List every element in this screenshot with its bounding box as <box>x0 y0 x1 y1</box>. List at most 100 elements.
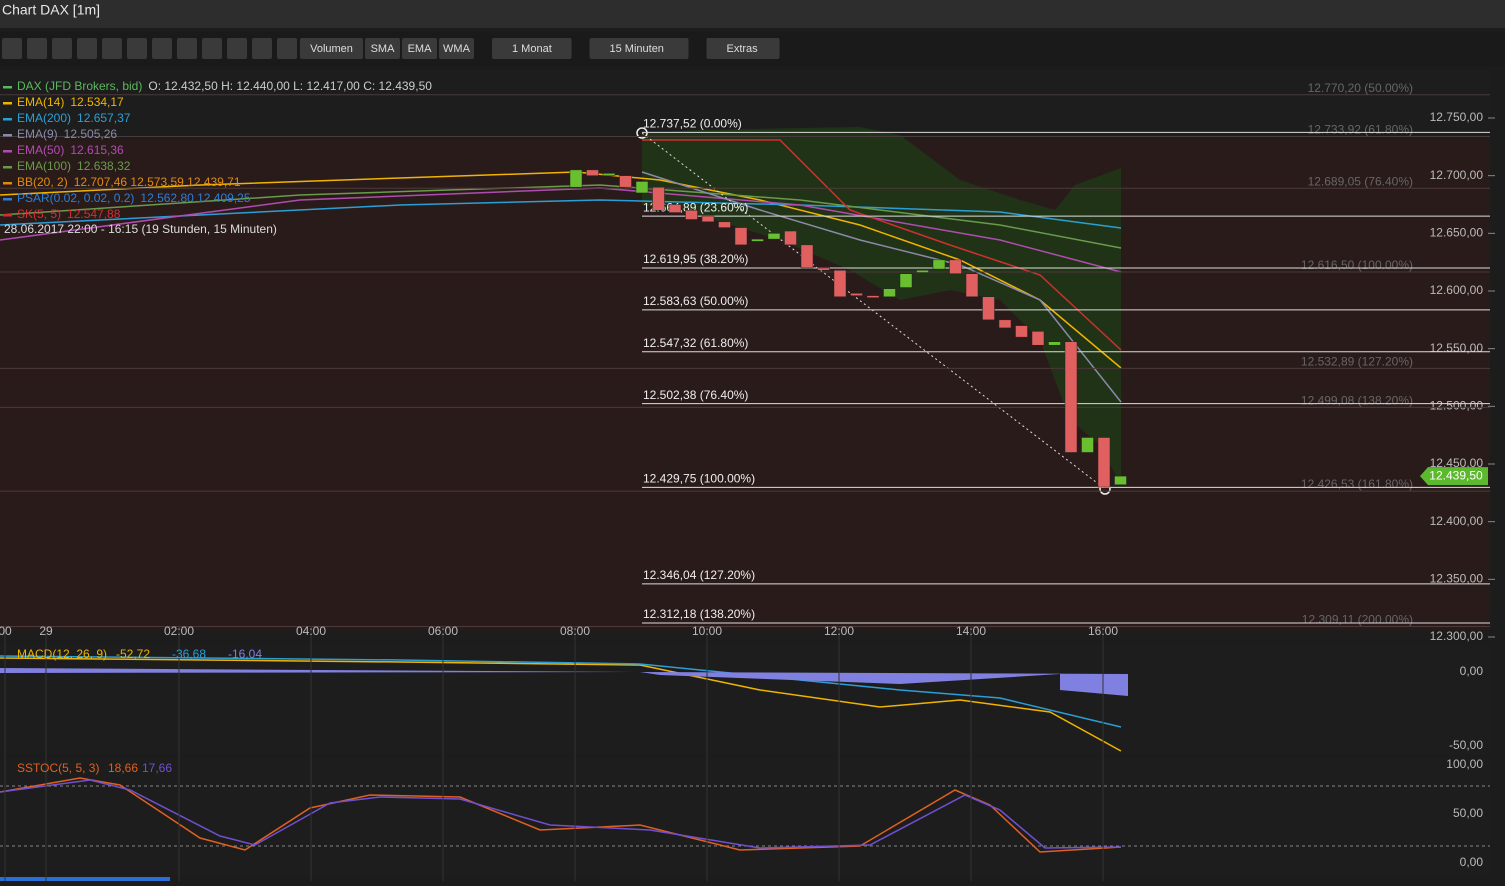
candle <box>685 210 698 220</box>
tool-icon[interactable] <box>52 38 72 59</box>
price-tick-label: 12.750,00 <box>1430 110 1484 124</box>
candle <box>899 273 913 288</box>
price-tick-label: 12.400,00 <box>1430 514 1484 528</box>
legend-name: EMA(100) <box>17 159 71 173</box>
legend-swatch <box>3 102 12 105</box>
legend-swatch <box>3 150 12 153</box>
candle <box>652 186 665 211</box>
candle <box>635 181 649 194</box>
toolbar-menu[interactable] <box>589 38 689 59</box>
fib-label: 12.547,32 (61.80%) <box>643 336 748 350</box>
candle <box>998 319 1012 329</box>
ema-50-line <box>0 187 1122 273</box>
sk-line <box>642 139 1122 351</box>
tool-icon[interactable] <box>152 38 172 59</box>
sstoc-value: 18,66 <box>108 761 138 775</box>
macd-histogram <box>0 668 1128 696</box>
macd-value: -16,04 <box>228 647 262 661</box>
fib-label: 12.619,95 (38.20%) <box>643 252 748 266</box>
tool-icon[interactable] <box>127 38 147 59</box>
candle <box>701 215 715 223</box>
toolbar-button[interactable] <box>300 38 363 59</box>
window-title: Chart DAX [1m] <box>2 2 100 18</box>
macd-name: MACD(12, 26, 9) <box>17 647 107 661</box>
toolbar-menu-label: 15 Minuten <box>610 43 664 55</box>
toolbar-button[interactable] <box>439 38 474 59</box>
candle <box>916 269 929 273</box>
toolbar-button-label: WMA <box>443 43 471 55</box>
legend-value: 12.505,26 <box>64 127 118 141</box>
fib-trend-line <box>641 132 1106 490</box>
toolbar-menu-label: Extras <box>727 43 759 55</box>
price-tick-label: 12.550,00 <box>1430 341 1484 355</box>
candle <box>1081 437 1094 453</box>
fib-anchor <box>636 127 648 139</box>
sstoc-tick-label: 50,00 <box>1453 806 1483 820</box>
fib-faint-label: 12.733,92 (61.80%) <box>1308 123 1413 137</box>
time-label: 16:00 <box>1088 624 1118 638</box>
candle <box>1048 341 1061 346</box>
toolbar-menu[interactable] <box>706 38 780 59</box>
title-bar <box>0 0 1505 28</box>
candle <box>569 169 583 188</box>
time-label: 08:00 <box>560 624 590 638</box>
tool-icon[interactable] <box>77 38 97 59</box>
macd-value: -52,72 <box>116 647 150 661</box>
sstoc-tick-label: 0,00 <box>1460 855 1484 869</box>
price-tick-label: 12.600,00 <box>1430 283 1484 297</box>
candle <box>668 204 682 213</box>
fib-faint-label: 12.770,20 (50.00%) <box>1308 81 1413 95</box>
tool-icon[interactable] <box>177 38 197 59</box>
time-label: 10:00 <box>692 624 722 638</box>
legend-name: EMA(200) <box>17 111 71 125</box>
macd-tick-label: -50,00 <box>1449 738 1483 752</box>
macd-value: -36,68 <box>172 647 206 661</box>
price-tick-label: 12.650,00 <box>1430 226 1484 240</box>
candle <box>866 295 880 298</box>
toolbar-button[interactable] <box>402 38 437 59</box>
candle <box>982 296 995 321</box>
candle <box>817 267 830 271</box>
price-tick-label: 12.500,00 <box>1430 399 1484 413</box>
candle <box>850 293 863 296</box>
candle <box>833 269 847 298</box>
tool-icon[interactable] <box>277 38 297 59</box>
legend-name: PSAR(0.02, 0.02, 0.2) <box>17 191 134 205</box>
legend-name: DAX (JFD Brokers, bid) <box>17 79 142 93</box>
fib-faint-label: 12.426,53 (161.80%) <box>1301 477 1413 491</box>
candle <box>949 259 962 274</box>
tool-icon[interactable] <box>27 38 47 59</box>
legend-name: BB(20, 2) <box>17 175 68 189</box>
candle <box>784 230 797 246</box>
candle <box>751 238 764 242</box>
toolbar-button[interactable] <box>365 38 400 59</box>
fib-label: 12.429,75 (100.00%) <box>643 472 755 486</box>
tool-icon[interactable] <box>202 38 222 59</box>
candle <box>767 233 781 240</box>
tool-icon[interactable] <box>227 38 247 59</box>
candle <box>619 175 632 188</box>
macd-tick-label: 0,00 <box>1460 664 1484 678</box>
tool-icon[interactable] <box>102 38 122 59</box>
fib-faint-label: 12.499,08 (138.20%) <box>1301 394 1413 408</box>
scroll-bar[interactable] <box>0 877 170 881</box>
time-label: 06:00 <box>428 624 458 638</box>
legend-value: 12.707,46 12.573,59 12.439,71 <box>74 175 241 189</box>
candle <box>883 288 896 298</box>
sstoc-pane <box>0 759 1490 877</box>
legend-value: O: 12.432,50 H: 12.440,00 L: 12.417,00 C… <box>148 79 432 93</box>
toolbar-button-label: Volumen <box>310 43 353 55</box>
time-label: 14:00 <box>956 624 986 638</box>
fib-faint-label: 12.309,11 (200.00%) <box>1302 613 1413 627</box>
legend-swatch <box>3 118 12 121</box>
legend-name: SK(5, 5) <box>17 207 61 221</box>
time-label: 29 <box>39 624 53 638</box>
tool-icon[interactable] <box>2 38 22 59</box>
tool-icon[interactable] <box>252 38 272 59</box>
toolbar-menu[interactable] <box>492 38 572 59</box>
fib-faint-label: 12.532,89 (127.20%) <box>1301 355 1413 369</box>
price-tick-label: 12.350,00 <box>1430 572 1484 586</box>
candle <box>965 273 979 298</box>
legend-name: EMA(9) <box>17 127 58 141</box>
legend-value: 12.562,80 12.409,25 <box>140 191 250 205</box>
